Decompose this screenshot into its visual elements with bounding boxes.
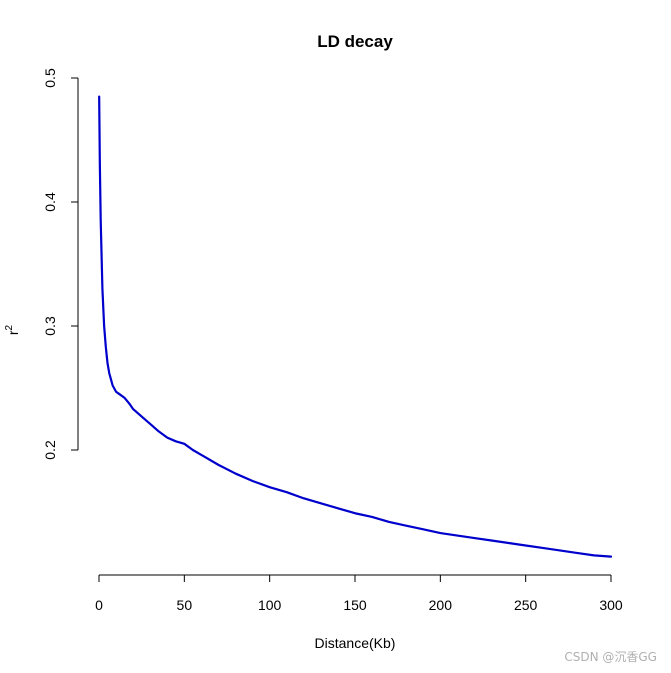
svg-text:r2: r2 [4,324,21,335]
y-tick-label: 0.5 [42,68,58,88]
y-tick-label: 0.3 [42,316,58,336]
ld-decay-line [98,95,613,558]
x-tick-label: 100 [258,597,282,613]
watermark: CSDN @沉香GG [564,650,657,664]
x-tick-label: 150 [343,597,367,613]
y-axis: 0.2 0.3 0.4 0.5 [42,68,79,460]
x-tick-label: 200 [429,597,453,613]
y-axis-label-superscript: 2 [4,324,15,330]
y-axis-label-group: r2 [4,324,21,335]
x-tick-label: 300 [599,597,623,613]
x-axis-label: Distance(Kb) [315,635,396,651]
y-tick-label: 0.4 [42,192,58,212]
x-axis: 0 50 100 150 200 250 300 [95,574,623,613]
y-axis-label: r [5,330,21,335]
y-tick-label: 0.2 [42,440,58,460]
x-tick-label: 0 [95,597,103,613]
chart-title: LD decay [317,32,393,51]
x-tick-label: 50 [177,597,193,613]
x-tick-label: 250 [514,597,538,613]
